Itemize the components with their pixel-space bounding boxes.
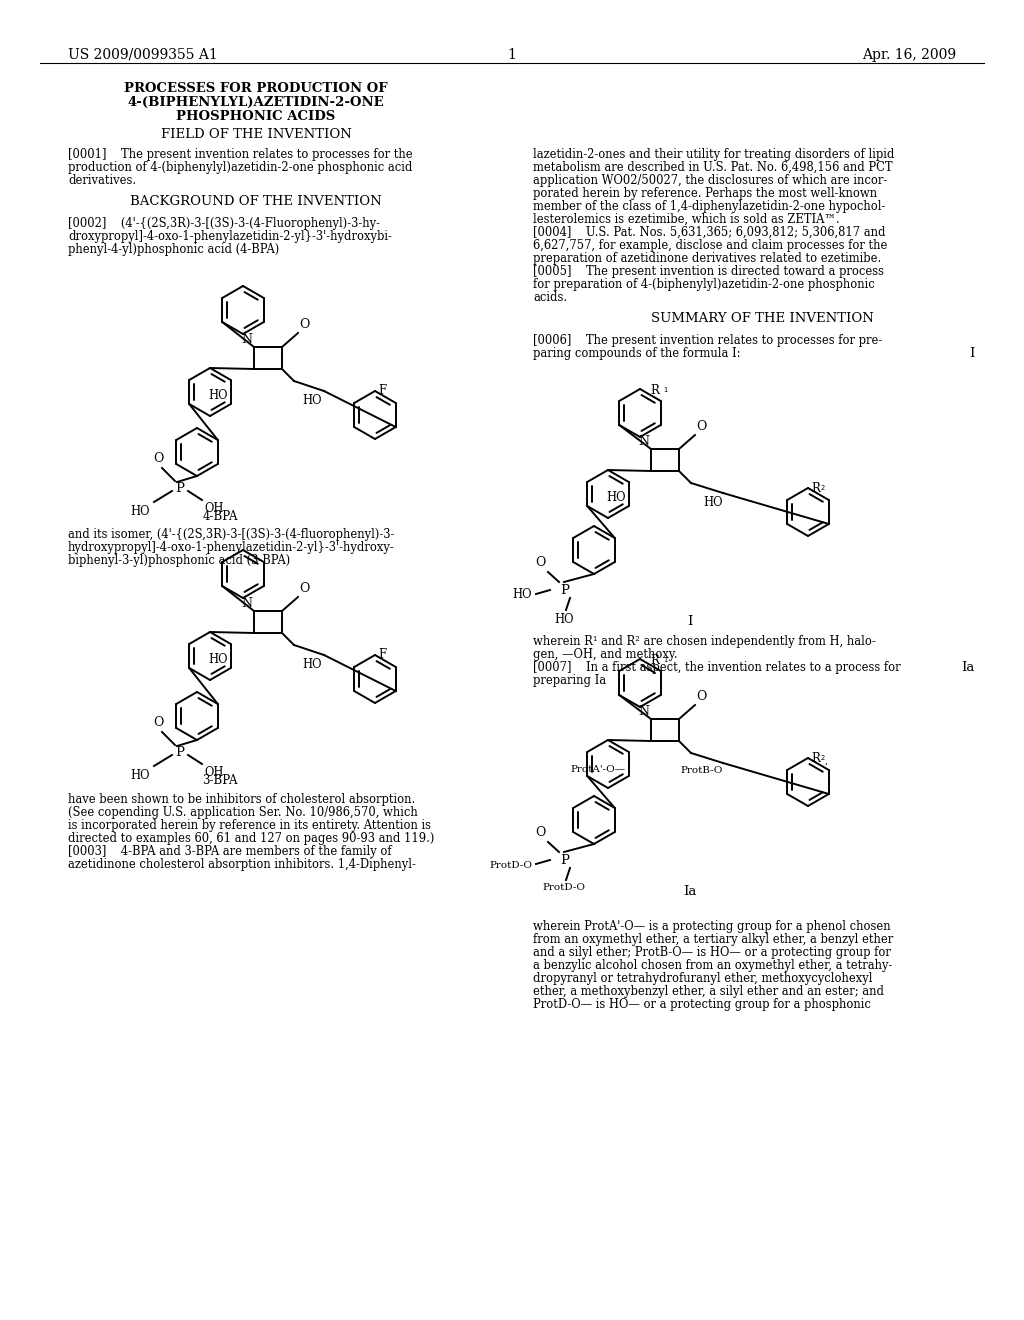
Text: application WO02/50027, the disclosures of which are incor-: application WO02/50027, the disclosures …: [534, 174, 887, 187]
Text: directed to examples 60, 61 and 127 on pages 90-93 and 119.): directed to examples 60, 61 and 127 on p…: [68, 832, 434, 845]
Text: O: O: [536, 826, 546, 840]
Text: HO: HO: [512, 589, 532, 602]
Text: HO: HO: [302, 393, 322, 407]
Text: HO: HO: [130, 506, 150, 517]
Text: azetidinone cholesterol absorption inhibitors. 1,4-Diphenyl-: azetidinone cholesterol absorption inhib…: [68, 858, 416, 871]
Text: R: R: [811, 482, 820, 495]
Text: R: R: [650, 384, 658, 397]
Text: lazetidin-2-ones and their utility for treating disorders of lipid: lazetidin-2-ones and their utility for t…: [534, 148, 894, 161]
Text: OH: OH: [204, 766, 223, 779]
Text: P: P: [175, 482, 184, 495]
Text: $^1$: $^1$: [663, 388, 669, 397]
Text: biphenyl-3-yl)phosphonic acid (3-BPA): biphenyl-3-yl)phosphonic acid (3-BPA): [68, 554, 290, 568]
Text: [0005]    The present invention is directed toward a process: [0005] The present invention is directed…: [534, 265, 884, 279]
Text: P: P: [560, 854, 569, 866]
Text: O: O: [536, 556, 546, 569]
Text: ProtD-O: ProtD-O: [543, 883, 586, 892]
Text: O: O: [299, 582, 309, 595]
Text: a benzylic alcohol chosen from an oxymethyl ether, a tetrahy-: a benzylic alcohol chosen from an oxymet…: [534, 960, 892, 972]
Text: HO: HO: [302, 657, 322, 671]
Text: wherein R¹ and R² are chosen independently from H, halo-: wherein R¹ and R² are chosen independent…: [534, 635, 876, 648]
Text: N: N: [241, 597, 252, 610]
Text: ProtD-O— is HO— or a protecting group for a phosphonic: ProtD-O— is HO— or a protecting group fo…: [534, 998, 870, 1011]
Text: HO: HO: [703, 496, 723, 510]
Text: ether, a methoxybenzyl ether, a silyl ether and an ester; and: ether, a methoxybenzyl ether, a silyl et…: [534, 985, 884, 998]
Text: ProtA'-O—: ProtA'-O—: [570, 766, 626, 774]
Text: 6,627,757, for example, disclose and claim processes for the: 6,627,757, for example, disclose and cla…: [534, 239, 888, 252]
Text: N: N: [638, 436, 649, 447]
Text: BACKGROUND OF THE INVENTION: BACKGROUND OF THE INVENTION: [130, 195, 382, 209]
Text: preparation of azetidinone derivatives related to ezetimibe.: preparation of azetidinone derivatives r…: [534, 252, 882, 265]
Text: [0004]    U.S. Pat. Nos. 5,631,365; 6,093,812; 5,306,817 and: [0004] U.S. Pat. Nos. 5,631,365; 6,093,8…: [534, 226, 886, 239]
Text: R: R: [811, 751, 820, 764]
Text: for preparation of 4-(biphenylyl)azetidin-2-one phosphonic: for preparation of 4-(biphenylyl)azetidi…: [534, 279, 874, 290]
Text: O: O: [696, 690, 707, 704]
Text: acids.: acids.: [534, 290, 567, 304]
Text: R: R: [650, 653, 658, 667]
Text: production of 4-(biphenylyl)azetidin-2-one phosphonic acid: production of 4-(biphenylyl)azetidin-2-o…: [68, 161, 413, 174]
Text: $^1$: $^1$: [663, 657, 669, 667]
Text: metabolism are described in U.S. Pat. No. 6,498,156 and PCT: metabolism are described in U.S. Pat. No…: [534, 161, 893, 174]
Text: HO: HO: [208, 653, 227, 667]
Text: dropyranyl or tetrahydrofuranyl ether, methoxycyclohexyl: dropyranyl or tetrahydrofuranyl ether, m…: [534, 972, 872, 985]
Text: 4-BPA: 4-BPA: [203, 510, 238, 523]
Text: 3-BPA: 3-BPA: [203, 774, 238, 787]
Text: $^2$: $^2$: [820, 487, 825, 495]
Text: and its isomer, (4'-{(2S,3R)-3-[(3S)-3-(4-fluorophenyl)-3-: and its isomer, (4'-{(2S,3R)-3-[(3S)-3-(…: [68, 528, 394, 541]
Text: 4-(BIPHENYLYL)AZETIDIN-2-ONE: 4-(BIPHENYLYL)AZETIDIN-2-ONE: [128, 96, 384, 110]
Text: Ia: Ia: [683, 884, 696, 898]
Text: N: N: [241, 333, 252, 346]
Text: O: O: [153, 715, 163, 729]
Text: ProtD-O: ProtD-O: [489, 861, 532, 870]
Text: P: P: [175, 746, 184, 759]
Text: (See copending U.S. application Ser. No. 10/986,570, which: (See copending U.S. application Ser. No.…: [68, 807, 418, 818]
Text: HO: HO: [554, 612, 573, 626]
Text: porated herein by reference. Perhaps the most well-known: porated herein by reference. Perhaps the…: [534, 187, 878, 201]
Text: OH: OH: [204, 502, 223, 515]
Text: F: F: [378, 384, 386, 397]
Text: is incorporated herein by reference in its entirety. Attention is: is incorporated herein by reference in i…: [68, 818, 431, 832]
Text: have been shown to be inhibitors of cholesterol absorption.: have been shown to be inhibitors of chol…: [68, 793, 416, 807]
Text: O: O: [153, 451, 163, 465]
Text: [0002]    (4'-{(2S,3R)-3-[(3S)-3-(4-Fluorophenyl)-3-hy-: [0002] (4'-{(2S,3R)-3-[(3S)-3-(4-Fluorop…: [68, 216, 380, 230]
Text: HO: HO: [130, 770, 150, 781]
Text: preparing Ia: preparing Ia: [534, 675, 606, 686]
Text: Ia: Ia: [962, 661, 975, 675]
Text: derivatives.: derivatives.: [68, 174, 136, 187]
Text: HO: HO: [208, 389, 227, 403]
Text: SUMMARY OF THE INVENTION: SUMMARY OF THE INVENTION: [650, 312, 873, 325]
Text: gen, —OH, and methoxy.: gen, —OH, and methoxy.: [534, 648, 678, 661]
Text: P: P: [560, 583, 569, 597]
Text: 1: 1: [508, 48, 516, 62]
Text: PHOSPHONIC ACIDS: PHOSPHONIC ACIDS: [176, 110, 336, 123]
Text: droxypropyl]-4-oxo-1-phenylazetidin-2-yl}-3'-hydroxybi-: droxypropyl]-4-oxo-1-phenylazetidin-2-yl…: [68, 230, 392, 243]
Text: [0003]    4-BPA and 3-BPA are members of the family of: [0003] 4-BPA and 3-BPA are members of th…: [68, 845, 391, 858]
Text: F: F: [378, 648, 386, 661]
Text: I: I: [970, 347, 975, 360]
Text: Apr. 16, 2009: Apr. 16, 2009: [862, 48, 956, 62]
Text: [0007]    In a first aspect, the invention relates to a process for: [0007] In a first aspect, the invention …: [534, 661, 901, 675]
Text: HO: HO: [606, 491, 626, 504]
Text: US 2009/0099355 A1: US 2009/0099355 A1: [68, 48, 218, 62]
Text: from an oxymethyl ether, a tertiary alkyl ether, a benzyl ether: from an oxymethyl ether, a tertiary alky…: [534, 933, 893, 946]
Text: O: O: [696, 420, 707, 433]
Text: and a silyl ether; ProtB-O— is HO— or a protecting group for: and a silyl ether; ProtB-O— is HO— or a …: [534, 946, 891, 960]
Text: member of the class of 1,4-diphenylazetidin-2-one hypochol-: member of the class of 1,4-diphenylazeti…: [534, 201, 886, 213]
Text: wherein ProtA'-O— is a protecting group for a phenol chosen: wherein ProtA'-O— is a protecting group …: [534, 920, 891, 933]
Text: [0001]    The present invention relates to processes for the: [0001] The present invention relates to …: [68, 148, 413, 161]
Text: phenyl-4-yl)phosphonic acid (4-BPA): phenyl-4-yl)phosphonic acid (4-BPA): [68, 243, 280, 256]
Text: [0006]    The present invention relates to processes for pre-: [0006] The present invention relates to …: [534, 334, 883, 347]
Text: PROCESSES FOR PRODUCTION OF: PROCESSES FOR PRODUCTION OF: [124, 82, 388, 95]
Text: O: O: [299, 318, 309, 331]
Text: N: N: [638, 705, 649, 718]
Text: FIELD OF THE INVENTION: FIELD OF THE INVENTION: [161, 128, 351, 141]
Text: $^2$,: $^2$,: [820, 754, 828, 768]
Text: ProtB-O: ProtB-O: [681, 766, 723, 775]
Text: hydroxypropyl]-4-oxo-1-phenylazetidin-2-yl}-3'-hydroxy-: hydroxypropyl]-4-oxo-1-phenylazetidin-2-…: [68, 541, 394, 554]
Text: paring compounds of the formula I:: paring compounds of the formula I:: [534, 347, 740, 360]
Text: I: I: [687, 615, 692, 628]
Text: lesterolemics is ezetimibe, which is sold as ZETIA™.: lesterolemics is ezetimibe, which is sol…: [534, 213, 840, 226]
